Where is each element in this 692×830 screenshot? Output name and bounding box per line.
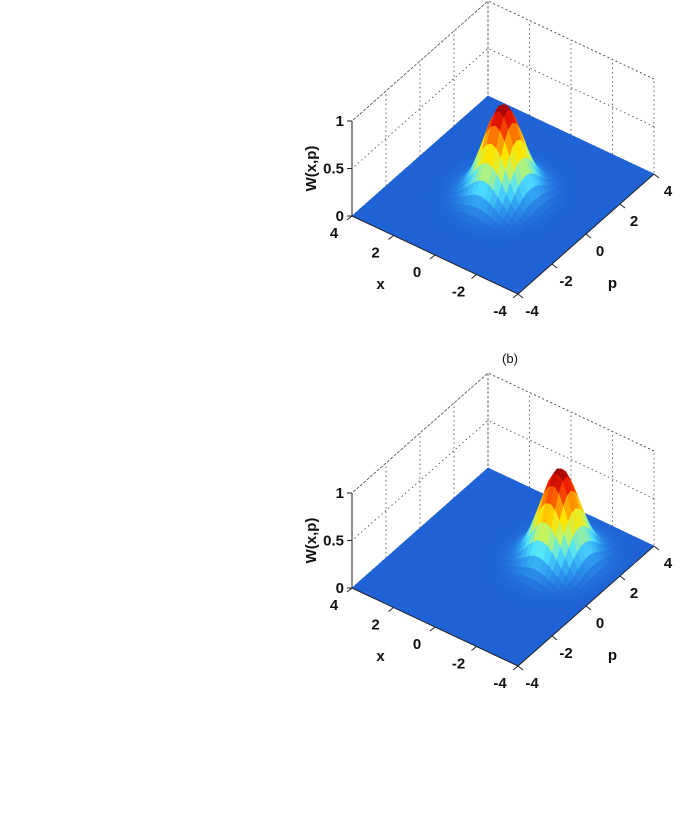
- x-tick-label: 2: [371, 245, 379, 262]
- p-tick-label: 4: [664, 183, 673, 200]
- p-tick-label: -2: [559, 273, 572, 290]
- z-tick-label: 0: [336, 580, 344, 597]
- x-tick-label: 4: [330, 597, 339, 614]
- x-tick-label: 0: [413, 264, 421, 281]
- x-tick-label: -4: [493, 675, 507, 692]
- p-axis-label: p: [608, 647, 617, 664]
- z-tick-label: 1: [336, 113, 344, 130]
- x-tick-label: 0: [413, 636, 421, 653]
- p-tick-label: 4: [664, 555, 673, 572]
- z-tick-label: 1: [336, 485, 344, 502]
- panel-label: (b): [502, 351, 518, 366]
- x-axis-label: x: [376, 648, 385, 665]
- p-tick-label: 2: [630, 585, 638, 602]
- x-tick-label: 2: [371, 617, 379, 634]
- surface: [351, 467, 655, 667]
- p-tick-label: -4: [525, 303, 539, 320]
- x-axis-label: x: [376, 276, 385, 293]
- x-tick-label: -4: [493, 303, 507, 320]
- z-tick-label: 0.5: [323, 533, 344, 550]
- p-tick-label: -4: [525, 675, 539, 692]
- p-tick-label: 0: [596, 243, 604, 260]
- z-axis-label: W(x,p): [303, 146, 320, 192]
- p-tick-label: -2: [559, 645, 572, 662]
- x-tick-label: -2: [452, 656, 465, 673]
- z-tick-label: 0: [336, 208, 344, 225]
- p-axis-label: p: [608, 275, 617, 292]
- z-axis-label: W(x,p): [303, 518, 320, 564]
- x-tick-label: 4: [330, 225, 339, 242]
- z-tick-label: 0.5: [323, 161, 344, 178]
- x-tick-label: -2: [452, 284, 465, 301]
- p-tick-label: 0: [596, 615, 604, 632]
- surface: [351, 95, 655, 295]
- p-tick-label: 2: [630, 213, 638, 230]
